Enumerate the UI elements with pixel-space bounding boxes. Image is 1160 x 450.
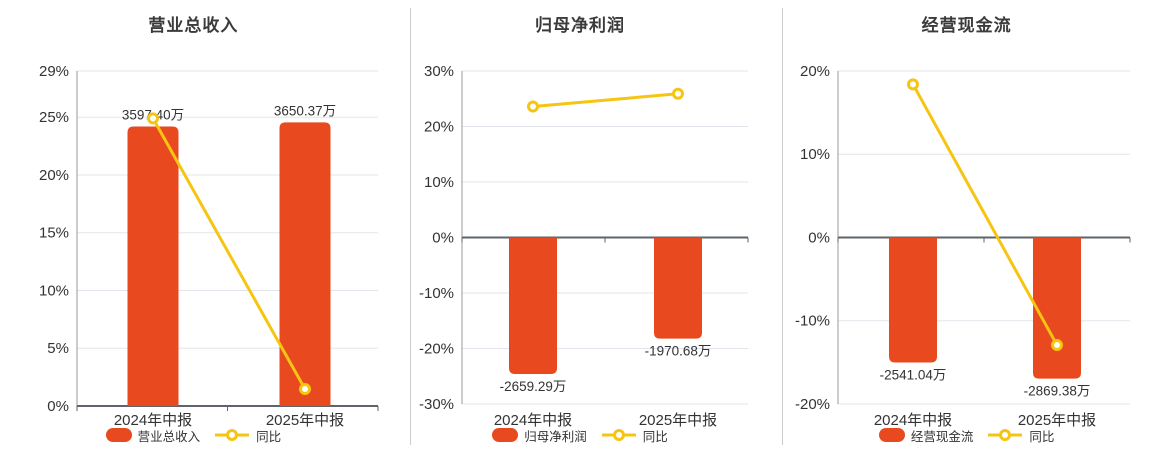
y-tick-label: -10%: [795, 313, 830, 330]
y-tick-label: 10%: [800, 146, 830, 163]
yoy-point-2025年中报[interactable]: [298, 383, 311, 396]
cash-flow-chart-plot[interactable]: 20% 10% 0% -10% -20% -2541.04万 -2869.38万 2024年中…: [773, 0, 1160, 450]
y-tick-label: 20%: [800, 63, 830, 80]
bar-data-label: 3650.37万: [274, 103, 336, 118]
y-tick-label: 15%: [39, 225, 69, 242]
y-tick-label: 20%: [39, 167, 69, 184]
y-tick-label: 0%: [809, 229, 831, 246]
y-tick-label: 0%: [47, 398, 69, 415]
yoy-point-2024年中报[interactable]: [526, 100, 539, 113]
legend-bar-label: 营业总收入: [137, 429, 201, 444]
net-profit-chart-panel: 归母净利润 30% 20% 10% 0% -10% -20% -30% -2659.29万 -1…: [387, 0, 774, 450]
legend-yoy-label: 同比: [1029, 429, 1055, 444]
bar-2024年中报[interactable]: [889, 237, 938, 363]
panel-divider: [410, 8, 411, 445]
yoy-point-2025年中报[interactable]: [671, 87, 684, 100]
cash-flow-chart-panel: 经营现金流 20% 10% 0% -10% -20% -2541.04万 -2869.38万…: [773, 0, 1160, 450]
bar-data-label: -1970.68万: [644, 344, 711, 359]
x-axis-label: 2024年中报: [874, 412, 952, 429]
y-tick-label: -10%: [419, 285, 454, 302]
bar-swatch-icon: [492, 428, 519, 442]
legend-item-bar-net-profit[interactable]: 归母净利润: [492, 426, 587, 445]
chart-title-net-profit: 归母净利润: [534, 16, 625, 35]
net-profit-chart-plot[interactable]: 30% 20% 10% 0% -10% -20% -30% -2659.29万 -1970.68…: [387, 0, 774, 450]
yoy-line-marker-icon: [988, 429, 1023, 441]
chart-title-cash-flow: 经营现金流: [921, 16, 1012, 35]
bar-data-label: -2869.38万: [1024, 384, 1091, 399]
x-axis-label: 2024年中报: [494, 412, 572, 429]
y-tick-label: 0%: [432, 229, 454, 246]
bar-2024年中报[interactable]: [127, 126, 179, 406]
yoy-point-2024年中报[interactable]: [907, 78, 920, 91]
bar-swatch-icon: [105, 428, 132, 442]
legend-item-yoy-net-profit[interactable]: 同比: [601, 426, 668, 445]
x-axis-label: 2024年中报: [114, 412, 192, 429]
yoy-line-marker-icon: [601, 429, 636, 441]
y-tick-label: 30%: [424, 63, 454, 80]
y-tick-label: -30%: [419, 396, 454, 413]
x-axis-label: 2025年中报: [639, 412, 717, 429]
y-tick-label: -20%: [795, 396, 830, 413]
yoy-line: [532, 92, 678, 109]
yoy-line: [151, 117, 307, 390]
revenue-chart-plot[interactable]: 29%25%20%15%10%5%0%3597.40万3650.37万2024年…: [0, 0, 387, 450]
y-tick-label: -20%: [419, 340, 454, 357]
y-tick-label: 10%: [39, 282, 69, 299]
legend-yoy-label: 同比: [256, 429, 282, 444]
y-tick-label: 29%: [39, 63, 69, 80]
y-tick-label: 20%: [424, 118, 454, 135]
legend-revenue: 营业总收入 同比: [0, 426, 387, 444]
legend-bar-label: 经营现金流: [910, 429, 974, 444]
bar-swatch-icon: [878, 428, 905, 442]
legend-item-yoy-cash-flow[interactable]: 同比: [987, 426, 1054, 445]
legend-cash-flow: 经营现金流 同比: [773, 426, 1160, 444]
legend-item-yoy-revenue[interactable]: 同比: [214, 426, 281, 445]
yoy-point-2024年中报[interactable]: [146, 112, 159, 125]
yoy-line-marker-icon: [215, 429, 250, 441]
legend-item-bar-revenue[interactable]: 营业总收入: [105, 426, 201, 445]
y-tick-label: 5%: [47, 340, 69, 357]
x-axis-label: 2025年中报: [1018, 412, 1096, 429]
bar-data-label: -2659.29万: [499, 379, 566, 394]
bar-2024年中报[interactable]: [508, 237, 557, 375]
y-tick-label: 25%: [39, 109, 69, 126]
legend-net-profit: 归母净利润 同比: [387, 426, 774, 444]
yoy-point-2025年中报[interactable]: [1051, 339, 1064, 352]
chart-title-revenue: 营业总收入: [148, 16, 239, 35]
revenue-chart-panel: 营业总收入 29%25%20%15%10%5%0%3597.40万3650.37…: [0, 0, 387, 450]
bar-2025年中报[interactable]: [653, 237, 702, 339]
legend-bar-label: 归母净利润: [524, 429, 587, 444]
bar-2025年中报[interactable]: [1033, 237, 1082, 379]
legend-yoy-label: 同比: [642, 429, 668, 444]
y-tick-label: 10%: [424, 174, 454, 191]
legend-item-bar-cash-flow[interactable]: 经营现金流: [878, 426, 974, 445]
panel-divider: [782, 8, 783, 445]
x-axis-label: 2025年中报: [266, 412, 344, 429]
yoy-line: [911, 83, 1059, 346]
bar-2025年中报[interactable]: [279, 122, 331, 406]
bar-data-label: -2541.04万: [880, 367, 947, 382]
